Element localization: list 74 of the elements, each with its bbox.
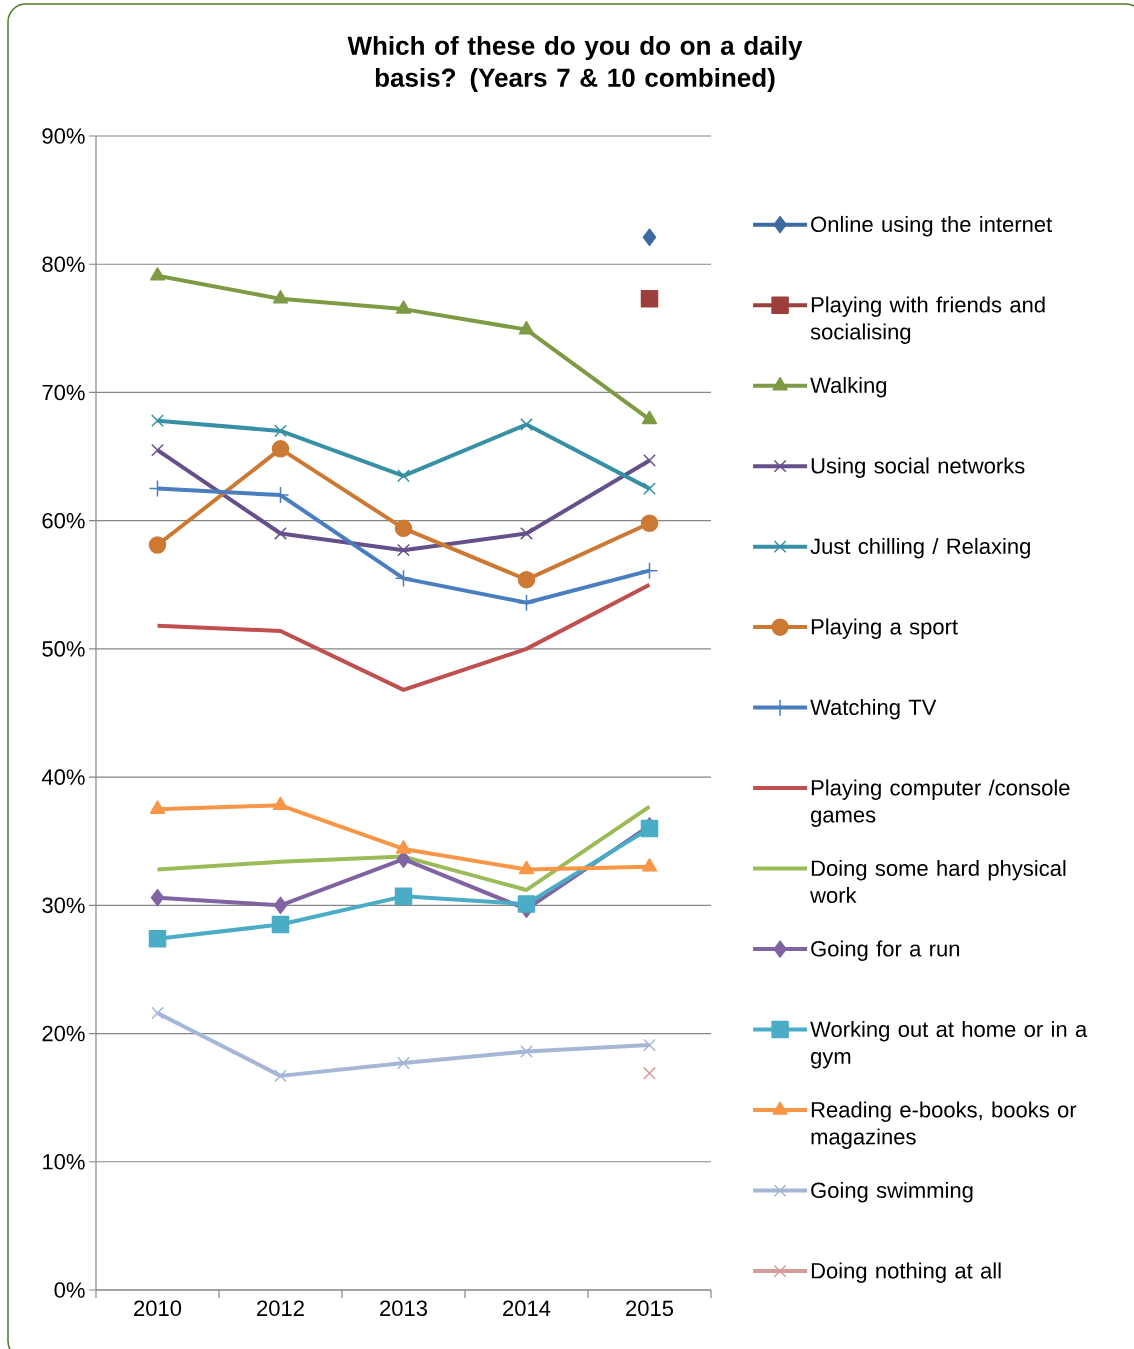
legend-label: Playing computer /console games bbox=[811, 779, 1070, 827]
point bbox=[640, 561, 659, 580]
y-tick-label: 70% bbox=[42, 384, 85, 401]
point bbox=[272, 796, 289, 811]
legend-label: Playing a sport bbox=[811, 618, 958, 639]
point bbox=[397, 543, 410, 557]
point bbox=[271, 915, 290, 934]
y-tick-label: 30% bbox=[42, 897, 85, 914]
point bbox=[643, 1066, 656, 1080]
x-tick-label: 2012 bbox=[257, 1300, 304, 1317]
point bbox=[149, 267, 166, 281]
point bbox=[641, 858, 658, 872]
point bbox=[273, 896, 288, 915]
point bbox=[149, 800, 166, 814]
legend-label: Just chilling / Relaxing bbox=[810, 537, 1030, 559]
x-tick-label: 2010 bbox=[134, 1300, 182, 1317]
legend-label: Doing nothing at all bbox=[811, 1262, 1001, 1283]
point bbox=[520, 527, 533, 540]
legend-label: Online using the internet bbox=[811, 215, 1053, 237]
y-tick-label: 20% bbox=[42, 1025, 85, 1042]
point bbox=[394, 569, 413, 588]
point bbox=[643, 482, 656, 496]
point bbox=[397, 469, 410, 483]
y-tick-label: 90% bbox=[42, 128, 85, 144]
legend-label: Using social networks bbox=[811, 457, 1025, 478]
chart-title: Which of these do you do on a daily basis? (Years 7 & 10 combined) bbox=[347, 35, 803, 93]
point bbox=[274, 1069, 287, 1083]
point bbox=[643, 1038, 656, 1052]
point bbox=[397, 1056, 410, 1070]
point bbox=[394, 887, 413, 906]
y-tick-label: 60% bbox=[42, 512, 85, 529]
point bbox=[395, 840, 412, 854]
line-series bbox=[155, 804, 652, 892]
point bbox=[520, 418, 533, 431]
point bbox=[148, 536, 167, 554]
legend-label: Watching TV bbox=[810, 698, 937, 720]
point bbox=[641, 410, 658, 425]
point bbox=[395, 300, 412, 314]
point bbox=[640, 514, 659, 532]
legend-label: Doing some hard physical work bbox=[810, 859, 1066, 904]
point bbox=[148, 929, 167, 948]
point bbox=[151, 443, 164, 457]
point bbox=[272, 290, 289, 304]
point bbox=[520, 1045, 533, 1058]
point bbox=[518, 860, 535, 875]
legend-label: Working out at home or in a gym bbox=[810, 1020, 1088, 1069]
y-tick-label: 80% bbox=[42, 256, 85, 273]
y-tick-label: 0% bbox=[54, 1282, 85, 1298]
legend-label: Walking bbox=[810, 376, 887, 398]
line-series bbox=[155, 582, 652, 692]
legend-label: Going for a run bbox=[811, 940, 960, 961]
point bbox=[150, 888, 165, 907]
point bbox=[642, 228, 657, 247]
point bbox=[151, 1006, 164, 1020]
point bbox=[517, 570, 536, 589]
legend-label: Going swimming bbox=[811, 1181, 973, 1203]
x-tick-label: 2015 bbox=[626, 1300, 674, 1317]
x-tick-label: 2013 bbox=[380, 1300, 427, 1317]
point bbox=[274, 527, 287, 540]
point bbox=[517, 895, 536, 913]
y-tick-label: 10% bbox=[43, 1153, 85, 1170]
y-tick-label: 40% bbox=[41, 769, 85, 785]
point bbox=[274, 424, 287, 438]
point bbox=[271, 440, 290, 458]
y-tick-label: 50% bbox=[42, 641, 85, 657]
legend-label: Reading e-books, books or magazines bbox=[811, 1101, 1077, 1149]
point bbox=[518, 320, 535, 335]
point bbox=[394, 519, 413, 538]
point bbox=[640, 290, 659, 308]
legend-label: Playing with friends and socialising bbox=[810, 296, 1045, 344]
point bbox=[643, 454, 656, 467]
point bbox=[151, 414, 164, 428]
x-tick-label: 2014 bbox=[503, 1300, 551, 1317]
point bbox=[517, 593, 536, 612]
